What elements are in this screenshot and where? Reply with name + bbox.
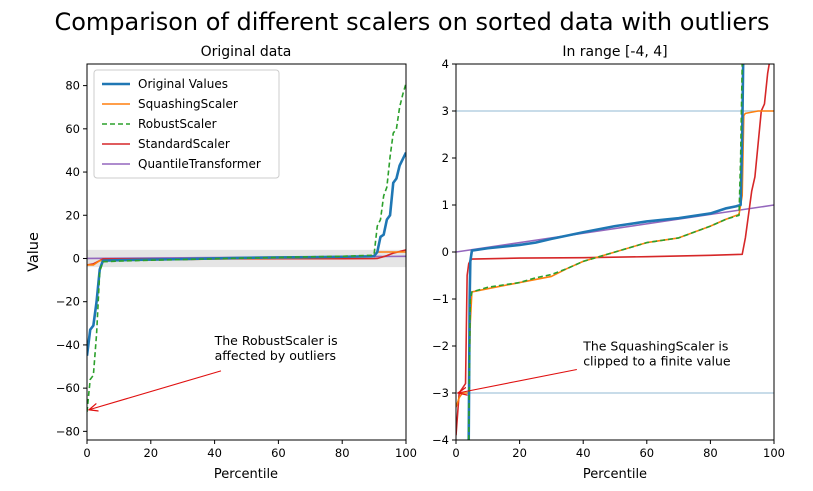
x-axis-label-in-range: Percentile: [583, 467, 647, 482]
x-tick-label: 0: [83, 446, 90, 460]
annotation-text: The SquashingScaler is: [582, 339, 728, 354]
y-tick-label: −40: [56, 338, 80, 352]
y-tick-label: −3: [432, 386, 449, 400]
x-tick-label: 100: [395, 446, 417, 460]
annotation-arrow: [89, 370, 222, 410]
annotation-text: clipped to a finite value: [583, 354, 731, 369]
panel-in-range: In range [-4, 4] 0 20 40 60 80 100 −4 −3 −2 −1 0 1 2…: [432, 44, 785, 482]
x-tick-label: 100: [763, 446, 785, 460]
annotation-text: affected by outliers: [215, 348, 336, 363]
series-line-quantile: [456, 204, 774, 253]
x-tick-label: 0: [452, 446, 459, 460]
x-tick-label: 40: [576, 446, 591, 460]
y-tick-label: 4: [442, 57, 449, 71]
x-tick-label: 20: [512, 446, 527, 460]
series-line-robust: [467, 64, 743, 440]
y-tick-label: 60: [65, 122, 80, 136]
y-tick-label: 20: [65, 208, 80, 222]
x-axis-label-original: Percentile: [214, 467, 278, 482]
y-tick-label: −80: [56, 424, 80, 438]
y-tick-label: 3: [442, 104, 449, 118]
legend-box: [93, 69, 280, 179]
series-line-standard: [456, 64, 771, 436]
legend-label-robust: RobustScaler: [138, 117, 217, 131]
y-tick-label: 1: [442, 198, 449, 212]
annotation-arrow: [458, 368, 577, 394]
x-tick-label: 60: [271, 446, 286, 460]
legend-label-quantile: QuantileTransformer: [138, 157, 261, 171]
y-tick-label: −2: [432, 339, 449, 353]
y-tick-label: 80: [65, 79, 80, 93]
legend-label-squashing: SquashingScaler: [138, 97, 238, 111]
plot-frame-original: [86, 63, 407, 441]
y-tick-label: −20: [56, 295, 80, 309]
y-tick-label: 2: [442, 151, 449, 165]
legend-label-standard: StandardScaler: [138, 137, 230, 151]
x-tick-label: 20: [143, 446, 158, 460]
panel-title-in-range: In range [-4, 4]: [562, 44, 667, 60]
series-line-original: [467, 64, 745, 440]
y-tick-label: 40: [65, 165, 80, 179]
y-tick-label: 0: [73, 251, 80, 265]
y-axis-label: Value: [26, 232, 42, 272]
panel-title-original: Original data: [201, 44, 292, 60]
figure-title: Comparison of different scalers on sorte…: [54, 8, 769, 36]
x-tick-label: 60: [639, 446, 654, 460]
x-tick-label: 80: [703, 446, 718, 460]
y-tick-label: −4: [432, 433, 449, 447]
y-tick-label: −60: [56, 381, 80, 395]
x-tick-label: 40: [207, 446, 222, 460]
x-tick-label: 80: [335, 446, 350, 460]
panel-original-data: Original data 0 20 40 60 80 100 −80 −60 −40 −20 0 2…: [56, 44, 417, 482]
y-tick-label: −1: [432, 292, 449, 306]
annotation-text: The RobustScaler is: [214, 333, 338, 348]
y-tick-label: 0: [442, 245, 449, 259]
legend-label-original: Original Values: [138, 77, 228, 91]
